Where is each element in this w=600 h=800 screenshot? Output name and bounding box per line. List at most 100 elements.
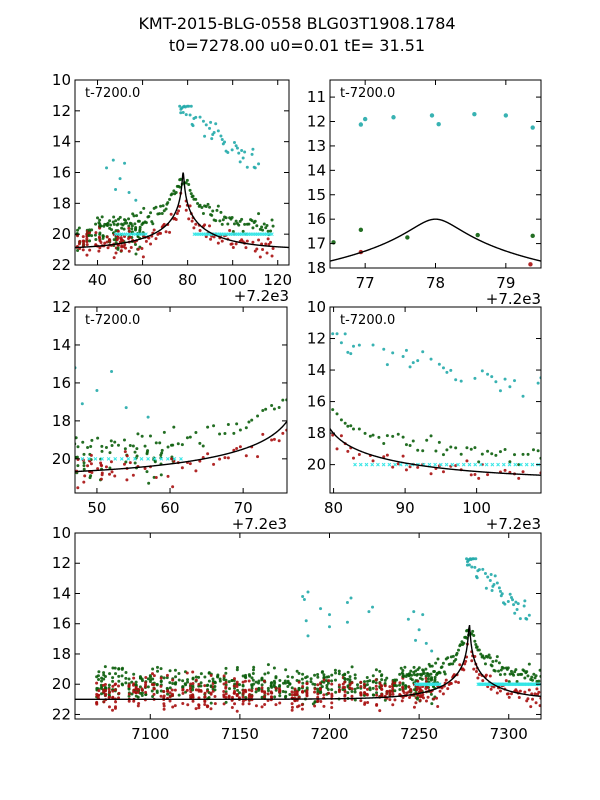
data-point-red (117, 691, 121, 695)
data-point-green (127, 217, 131, 221)
data-point-red (82, 242, 86, 246)
data-point-green (106, 221, 110, 225)
data-point-green (257, 212, 261, 216)
y-tick-label: 10 (52, 524, 71, 542)
data-point-green (506, 666, 510, 670)
data-point-red (533, 692, 537, 696)
data-point-cyan (118, 177, 122, 181)
data-point-cyan (257, 162, 261, 166)
data-point-green (477, 460, 481, 464)
data-point-green (266, 671, 270, 675)
data-point-red (343, 690, 347, 694)
data-point-green (201, 211, 205, 215)
data-point-green (395, 684, 399, 688)
data-point-green (151, 677, 155, 681)
y-tick-label: 12 (307, 113, 326, 131)
data-point-red (85, 253, 89, 257)
data-point-cyan (493, 574, 497, 578)
data-point-red (278, 701, 282, 705)
data-point-red (277, 439, 281, 443)
data-point-green (189, 192, 193, 196)
data-point-green (208, 205, 212, 209)
x-tick-label: 7100 (131, 725, 169, 743)
data-point-green (472, 634, 476, 638)
data-point-red (297, 695, 301, 699)
data-point-cyan (490, 375, 494, 379)
data-point-green (140, 679, 144, 683)
data-point-green (159, 453, 163, 457)
data-point-red (335, 447, 339, 451)
data-point-red (104, 465, 108, 469)
data-point-green (130, 227, 134, 231)
data-point-red (162, 704, 166, 708)
data-point-red (127, 692, 131, 696)
data-point-green (513, 453, 517, 457)
data-point-red (374, 678, 378, 682)
data-point-green (204, 204, 208, 208)
data-point-green (148, 679, 152, 683)
data-point-green (499, 668, 503, 672)
data-point-green (358, 227, 364, 233)
data-point-cyan (243, 150, 247, 154)
data-point-green (365, 683, 369, 687)
data-point-green (250, 686, 254, 690)
data-point-green (117, 679, 121, 683)
data-point-red (232, 448, 236, 452)
data-point-red (232, 684, 236, 688)
data-point-green (238, 683, 242, 687)
data-point-cyan (189, 104, 193, 108)
data-point-red (164, 230, 168, 234)
plot-area (330, 111, 541, 267)
data-point-red (436, 704, 440, 708)
data-point-green (371, 686, 375, 690)
model-curve (75, 420, 287, 473)
data-point-green (127, 224, 131, 228)
data-point-red (429, 472, 433, 476)
data-point-red (270, 438, 274, 442)
data-point-cyan (123, 161, 127, 165)
data-point-red (232, 677, 236, 681)
y-tick-label: 16 (307, 210, 326, 228)
data-point-green (135, 454, 139, 458)
data-point-green (477, 648, 481, 652)
data-point-green (337, 669, 341, 673)
data-point-red (243, 679, 247, 683)
data-point-red (396, 462, 400, 466)
data-point-red (117, 684, 121, 688)
data-point-green (412, 673, 416, 677)
data-point-red (400, 699, 404, 703)
data-point-cyan (514, 600, 518, 604)
data-point-red (300, 703, 304, 707)
data-point-green (495, 655, 499, 659)
data-point-red (528, 262, 533, 267)
x-tick-label: 100 (218, 271, 247, 289)
x-tick-label: 70 (234, 499, 253, 517)
data-point-green (172, 425, 176, 429)
data-point-red (114, 700, 118, 704)
data-point-red (238, 445, 242, 449)
data-point-red (152, 692, 156, 696)
data-point-green (111, 679, 115, 683)
data-point-cyan (404, 348, 408, 352)
data-point-green (235, 422, 239, 426)
data-point-cyan-flagged (93, 456, 98, 461)
data-point-green (184, 683, 188, 687)
data-point-green (473, 639, 477, 643)
data-point-red (222, 674, 226, 678)
data-point-cyan (474, 557, 478, 561)
y-tick-label: 22 (52, 705, 71, 723)
data-point-red (251, 240, 255, 244)
data-point-green (199, 672, 203, 676)
data-point-green (509, 669, 513, 673)
data-point-green (90, 234, 94, 238)
data-point-cyan-flagged (165, 456, 170, 461)
data-point-green (76, 445, 80, 449)
data-point-cyan (220, 138, 224, 142)
data-point-green (186, 680, 190, 684)
data-point-green (451, 662, 455, 666)
data-point-red (444, 678, 448, 682)
data-point-green (322, 410, 325, 413)
data-point-green (162, 430, 166, 434)
data-point-cyan (134, 198, 138, 202)
data-point-red (106, 246, 110, 250)
